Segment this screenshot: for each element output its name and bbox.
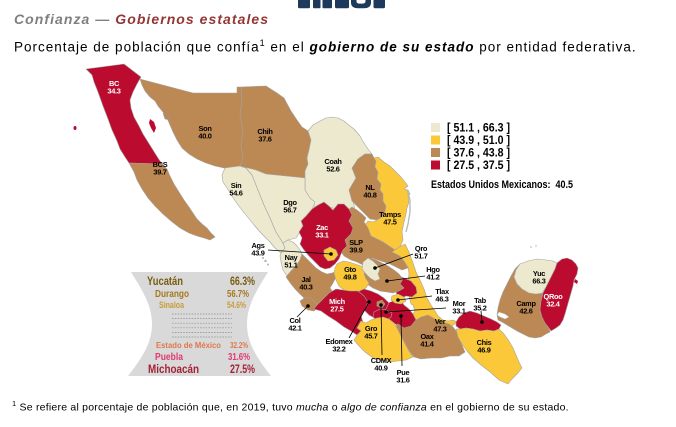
svg-text:Ags: Ags	[251, 241, 264, 250]
svg-text:47.5: 47.5	[383, 218, 396, 227]
svg-text:33.1: 33.1	[315, 231, 328, 240]
svg-text:Puebla: Puebla	[155, 352, 183, 363]
svg-text:Mor: Mor	[453, 299, 466, 308]
svg-text:47.3: 47.3	[433, 325, 446, 334]
svg-text:31.6: 31.6	[396, 376, 409, 385]
svg-text:56.7: 56.7	[283, 206, 296, 215]
svg-text:Tlax: Tlax	[435, 287, 450, 296]
svg-text:46.3: 46.3	[435, 295, 448, 304]
svg-text:32.4: 32.4	[546, 300, 560, 309]
svg-text:Nay: Nay	[285, 253, 299, 262]
svg-text:35.2: 35.2	[473, 304, 486, 313]
svg-text:Ver: Ver	[435, 317, 446, 326]
svg-text:CDMX: CDMX	[371, 356, 392, 365]
svg-text:45.7: 45.7	[364, 332, 377, 341]
svg-text:SLP: SLP	[349, 238, 363, 247]
svg-text:Mich: Mich	[329, 297, 345, 306]
svg-text:34.3: 34.3	[107, 87, 120, 96]
svg-text:32.2: 32.2	[332, 345, 345, 354]
svg-text:40.9: 40.9	[374, 364, 387, 373]
svg-text:43.9: 43.9	[251, 249, 264, 258]
svg-text:Pue: Pue	[397, 368, 410, 377]
svg-text:Coah: Coah	[324, 157, 342, 166]
svg-text:Dgo: Dgo	[283, 198, 297, 207]
svg-text:Zac: Zac	[316, 223, 328, 232]
svg-text:40.8: 40.8	[363, 191, 376, 200]
svg-text:Gro: Gro	[365, 324, 378, 333]
svg-text:Son: Son	[198, 124, 212, 133]
svg-text:Hgo: Hgo	[426, 265, 440, 274]
svg-text:54.6%: 54.6%	[227, 300, 246, 310]
svg-text:Yucatán: Yucatán	[147, 276, 183, 288]
svg-text:Yuc: Yuc	[533, 269, 545, 278]
svg-text:Sin: Sin	[231, 181, 242, 190]
svg-text:[ 51.1 , 66.3 ]: [ 51.1 , 66.3 ]	[447, 123, 510, 135]
svg-text:Tamps: Tamps	[379, 210, 401, 219]
svg-text:Michoacán: Michoacán	[148, 364, 199, 376]
svg-text:Jal: Jal	[301, 275, 311, 284]
svg-text:49.8: 49.8	[343, 273, 356, 282]
svg-text:Estado de México: Estado de México	[156, 340, 221, 350]
svg-text:51.7: 51.7	[414, 252, 427, 261]
svg-text:66.3%: 66.3%	[230, 276, 255, 288]
svg-text:42.1: 42.1	[288, 324, 301, 333]
svg-text:Estados Unidos Mexicanos: 40.: Estados Unidos Mexicanos: 40.5	[431, 179, 573, 191]
svg-text:31.6%: 31.6%	[228, 352, 250, 363]
svg-text:40.3: 40.3	[299, 283, 312, 292]
svg-text:39.9: 39.9	[349, 246, 362, 255]
svg-text:66.3: 66.3	[532, 277, 545, 286]
svg-text:Col: Col	[289, 316, 300, 325]
svg-text:54.6: 54.6	[229, 189, 242, 198]
svg-text:Edomex: Edomex	[326, 337, 354, 346]
svg-text:BC: BC	[109, 79, 120, 88]
svg-text:37.6: 37.6	[258, 135, 271, 144]
svg-text:Camp: Camp	[516, 299, 536, 308]
svg-text:[ 37.6 , 43.8 ]: [ 37.6 , 43.8 ]	[447, 148, 510, 160]
svg-text:Sinaloa: Sinaloa	[159, 300, 185, 310]
svg-text:Durango: Durango	[155, 288, 189, 300]
svg-text:[ 43.9 , 51.0 ]: [ 43.9 , 51.0 ]	[447, 135, 510, 147]
svg-text:Chis: Chis	[477, 338, 492, 347]
svg-text:51.1: 51.1	[284, 261, 297, 270]
svg-text:46.9: 46.9	[477, 346, 490, 355]
svg-text:32.2%: 32.2%	[230, 340, 248, 350]
svg-text:BCS: BCS	[153, 160, 168, 169]
svg-text:Oax: Oax	[420, 332, 434, 341]
svg-text:40.0: 40.0	[198, 132, 211, 141]
svg-text:Gto: Gto	[344, 265, 357, 274]
svg-text:52.6: 52.6	[326, 165, 339, 174]
svg-text:42.6: 42.6	[519, 307, 532, 316]
svg-text:56.7%: 56.7%	[227, 288, 249, 300]
svg-text:39.7: 39.7	[153, 168, 166, 177]
svg-text:27.5: 27.5	[330, 305, 343, 314]
svg-text:27.5%: 27.5%	[230, 364, 255, 376]
svg-text:33.1: 33.1	[452, 307, 465, 316]
svg-text:Qro: Qro	[415, 244, 428, 253]
svg-text:Chih: Chih	[257, 127, 273, 136]
svg-text:[ 27.5 , 37.5 ]: [ 27.5 , 37.5 ]	[447, 160, 510, 172]
svg-text:41.2: 41.2	[426, 273, 439, 282]
svg-text:Tab: Tab	[474, 296, 486, 305]
svg-text:NL: NL	[365, 183, 375, 192]
svg-text:QRoo: QRoo	[544, 292, 564, 301]
svg-text:41.4: 41.4	[420, 340, 434, 349]
